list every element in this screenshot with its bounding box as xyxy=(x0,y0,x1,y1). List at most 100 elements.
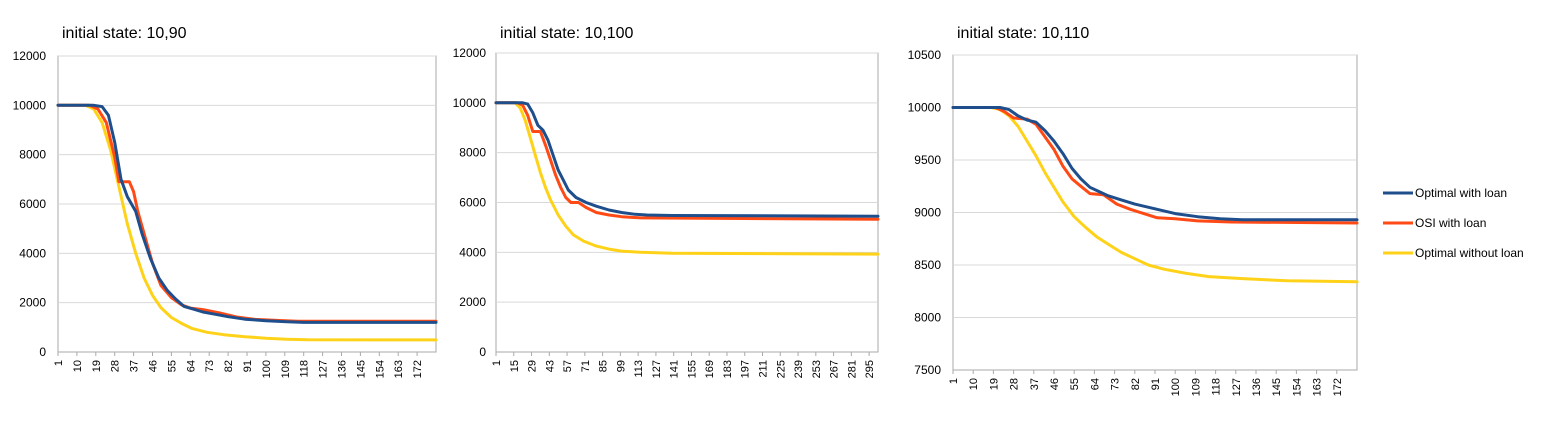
y-tick-label: 8000 xyxy=(914,311,941,325)
series-line-osi-with-loan xyxy=(951,106,1359,225)
x-tick-label: 281 xyxy=(846,360,858,378)
y-tick-label: 10000 xyxy=(908,101,942,115)
x-tick-label: 109 xyxy=(280,360,292,378)
x-tick-label: 91 xyxy=(1150,378,1162,390)
x-tick-label: 10 xyxy=(72,360,84,372)
x-tick-label: 183 xyxy=(722,360,734,378)
x-tick-label: 113 xyxy=(633,360,645,378)
chart-legend: Optimal with loan OSI with loan Optimal wi… xyxy=(1383,186,1524,260)
y-tick-label: 0 xyxy=(39,345,46,359)
x-tick-label: 15 xyxy=(509,360,521,372)
x-tick-label: 169 xyxy=(704,360,716,378)
x-tick-label: 295 xyxy=(864,360,876,378)
series-line-optimal-with-loan xyxy=(951,106,1359,222)
x-tick-label: 154 xyxy=(1291,378,1303,396)
x-tick-label: 127 xyxy=(1231,378,1243,396)
y-tick-label: 2000 xyxy=(19,296,46,310)
x-tick-label: 19 xyxy=(988,378,1000,390)
x-tick-label: 127 xyxy=(651,360,663,378)
series-line-optimal-without-loan xyxy=(56,103,438,342)
y-tick-label: 10000 xyxy=(453,96,487,110)
series-line-optimal-with-loan xyxy=(494,101,880,218)
x-tick-label: 37 xyxy=(1029,378,1041,390)
y-tick-label: 4000 xyxy=(19,246,46,260)
x-tick-label: 172 xyxy=(1332,378,1344,396)
x-tick-label: 29 xyxy=(527,360,539,372)
y-tick-label: 0 xyxy=(479,345,486,359)
x-tick-label: 239 xyxy=(793,360,805,378)
y-tick-label: 6000 xyxy=(459,196,486,210)
y-tick-label: 9000 xyxy=(914,206,941,220)
chart-title: initial state: 10,90 xyxy=(62,25,187,42)
x-tick-label: 1 xyxy=(53,360,65,366)
series-line-optimal-without-loan xyxy=(951,106,1359,284)
x-tick-label: 267 xyxy=(829,360,841,378)
x-tick-label: 136 xyxy=(337,360,349,378)
x-tick-label: 141 xyxy=(669,360,681,378)
x-tick-label: 82 xyxy=(223,360,235,372)
x-tick-label: 225 xyxy=(775,360,787,378)
x-tick-label: 82 xyxy=(1130,378,1142,390)
x-tick-label: 211 xyxy=(758,360,770,378)
x-tick-label: 197 xyxy=(740,360,752,378)
chart-panel-10-110: initial state: 10,110 7500 8000 8500 9000 950… xyxy=(908,25,1359,396)
y-tick-label: 4000 xyxy=(459,245,486,259)
x-tick-label: 118 xyxy=(1211,378,1223,396)
x-tick-label: 43 xyxy=(544,360,556,372)
x-tick-label: 136 xyxy=(1251,378,1263,396)
x-tick-label: 46 xyxy=(1049,378,1061,390)
x-tick-label: 163 xyxy=(1312,378,1324,396)
chart-title: initial state: 10,110 xyxy=(957,25,1089,42)
series-line-optimal-without-loan xyxy=(494,101,880,256)
legend-label: Optimal without loan xyxy=(1415,246,1524,260)
x-tick-label: 73 xyxy=(1110,378,1122,390)
x-tick-label: 145 xyxy=(355,360,367,378)
x-tick-label: 64 xyxy=(185,360,197,372)
y-tick-label: 10500 xyxy=(908,48,942,62)
chart-title: initial state: 10,100 xyxy=(500,25,634,42)
y-tick-label: 8500 xyxy=(914,258,941,272)
x-tick-label: 64 xyxy=(1089,378,1101,390)
x-tick-label: 28 xyxy=(1009,378,1021,390)
y-tick-label: 9500 xyxy=(914,153,941,167)
x-tick-label: 100 xyxy=(1170,378,1182,396)
series-line-osi-with-loan xyxy=(494,101,880,221)
x-tick-label: 145 xyxy=(1271,378,1283,396)
chart-panel-10-100: initial state: 10,100 0 2000 4000 6000 8000 10… xyxy=(453,25,880,378)
x-tick-label: 57 xyxy=(562,360,574,372)
x-tick-label: 127 xyxy=(318,360,330,378)
y-tick-label: 12000 xyxy=(13,49,47,63)
x-tick-label: 118 xyxy=(299,360,311,378)
chart-panel-10-90: initial state: 10,90 0 2000 4000 6000 8000 100… xyxy=(13,25,438,378)
x-tick-label: 55 xyxy=(1069,378,1081,390)
y-tick-label: 6000 xyxy=(19,197,46,211)
legend-label: OSI with loan xyxy=(1415,216,1486,230)
x-tick-label: 37 xyxy=(129,360,141,372)
y-tick-label: 7500 xyxy=(914,363,941,377)
legend-label: Optimal with loan xyxy=(1415,186,1507,200)
x-tick-label: 163 xyxy=(393,360,405,378)
x-tick-label: 85 xyxy=(598,360,610,372)
x-tick-label: 19 xyxy=(91,360,103,372)
x-tick-label: 155 xyxy=(686,360,698,378)
y-tick-label: 10000 xyxy=(13,98,47,112)
x-tick-label: 109 xyxy=(1190,378,1202,396)
x-tick-label: 1 xyxy=(491,360,503,366)
x-tick-label: 253 xyxy=(811,360,823,378)
x-tick-label: 73 xyxy=(204,360,216,372)
x-tick-label: 100 xyxy=(261,360,273,378)
x-tick-label: 1 xyxy=(948,378,960,384)
x-tick-label: 28 xyxy=(110,360,122,372)
x-tick-label: 71 xyxy=(580,360,592,372)
y-tick-label: 12000 xyxy=(453,46,487,60)
x-tick-label: 10 xyxy=(968,378,980,390)
x-tick-label: 46 xyxy=(148,360,160,372)
x-tick-label: 55 xyxy=(166,360,178,372)
series-line-optimal-with-loan xyxy=(56,103,438,324)
x-tick-label: 99 xyxy=(615,360,627,372)
y-tick-label: 8000 xyxy=(459,146,486,160)
y-tick-label: 8000 xyxy=(19,148,46,162)
x-tick-label: 172 xyxy=(412,360,424,378)
y-tick-label: 2000 xyxy=(459,295,486,309)
